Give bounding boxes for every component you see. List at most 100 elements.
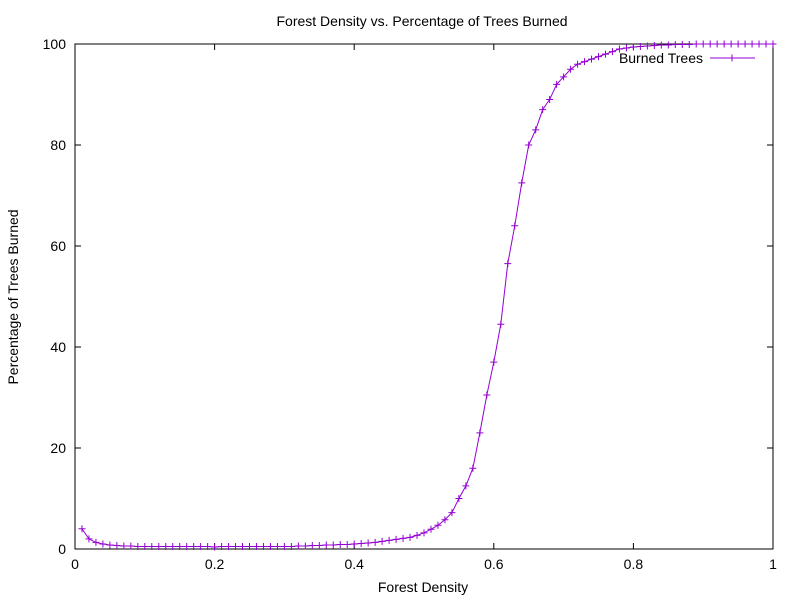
data-point-marker [259, 542, 267, 550]
data-point-marker [532, 126, 540, 134]
data-point-marker [364, 539, 372, 547]
data-point-marker [183, 542, 191, 550]
data-point-marker [357, 539, 365, 547]
data-point-marker [141, 542, 149, 550]
data-point-marker [420, 529, 428, 537]
data-point-marker [169, 542, 177, 550]
data-point-marker [615, 45, 623, 53]
data-point-marker [762, 40, 770, 48]
data-point-marker [629, 43, 637, 51]
data-point-marker [246, 542, 253, 550]
data-point-marker [560, 73, 568, 81]
data-point-marker [378, 537, 386, 545]
y-tick-label: 60 [50, 238, 66, 254]
data-point-marker [636, 43, 644, 51]
data-point-marker [301, 542, 309, 550]
data-point-marker [78, 525, 86, 533]
data-point-marker [225, 542, 233, 550]
legend: Burned Trees [619, 50, 755, 66]
data-point-marker [441, 516, 449, 524]
data-point-marker [406, 533, 414, 541]
chart-title: Forest Density vs. Percentage of Trees B… [276, 13, 567, 29]
x-tick-label: 1 [769, 556, 777, 572]
data-point-marker [685, 41, 693, 49]
data-point-marker [581, 58, 589, 66]
data-point-marker [574, 60, 582, 68]
data-point-marker [734, 40, 742, 48]
data-point-marker [497, 320, 505, 328]
data-point-marker [266, 542, 274, 550]
data-point-marker [155, 542, 163, 550]
data-point-marker [385, 536, 393, 544]
y-tick-label: 40 [50, 339, 66, 355]
data-point-marker [322, 541, 330, 549]
x-tick-label: 0 [71, 556, 79, 572]
data-point-marker [539, 106, 547, 114]
legend-label: Burned Trees [619, 50, 703, 66]
data-point-marker [518, 179, 526, 187]
data-point-marker [336, 540, 344, 548]
data-point-marker [127, 542, 135, 550]
x-tick-label: 0.8 [624, 556, 644, 572]
data-point-marker [504, 260, 512, 268]
data-point-marker [650, 42, 658, 50]
data-point-marker [671, 41, 679, 49]
plot-frame [74, 43, 774, 550]
data-point-marker [699, 40, 707, 48]
x-tick-label: 0.6 [484, 556, 504, 572]
data-point-marker [148, 542, 156, 550]
data-point-marker [741, 40, 749, 48]
x-tick-label: 0.4 [344, 556, 364, 572]
data-point-marker [664, 41, 672, 49]
data-point-marker [232, 542, 240, 550]
data-point-marker [608, 48, 616, 56]
data-point-marker [371, 538, 379, 546]
data-point-marker [190, 542, 198, 550]
data-point-marker [308, 541, 316, 549]
data-point-marker [211, 543, 219, 551]
data-point-marker [567, 65, 575, 73]
data-point-marker [280, 542, 288, 550]
data-point-marker [99, 540, 107, 548]
data-point-marker [239, 542, 247, 550]
data-point-marker [483, 391, 491, 399]
data-point-marker [413, 531, 421, 539]
data-point-marker [622, 44, 630, 52]
data-point-marker [678, 41, 686, 49]
data-point-marker [755, 40, 763, 48]
data-point-marker [204, 542, 212, 550]
data-point-marker [427, 525, 435, 533]
data-point-marker [706, 40, 714, 48]
series-line-burned-trees [81, 43, 773, 548]
data-point-marker [455, 495, 463, 502]
data-point-marker [287, 542, 295, 550]
data-point-marker [134, 542, 142, 550]
data-point-marker [595, 53, 602, 61]
data-point-marker [343, 540, 351, 548]
legend-swatch-marker [728, 54, 736, 62]
data-point-marker [350, 540, 358, 548]
data-point-marker [273, 542, 281, 550]
data-point-marker [294, 542, 302, 550]
data-point-marker [113, 541, 121, 549]
data-point-marker [546, 96, 554, 104]
data-point-marker [657, 41, 665, 49]
data-point-marker [713, 40, 721, 48]
data-point-marker [692, 40, 700, 48]
data-point-marker [469, 464, 477, 472]
data-point-marker [315, 541, 323, 549]
data-point-marker [106, 541, 114, 549]
y-tick-label: 100 [43, 36, 67, 52]
data-point-marker [490, 358, 498, 366]
data-point-marker [218, 542, 226, 550]
data-point-marker [748, 40, 756, 48]
data-point-marker [120, 542, 128, 550]
data-point-marker [769, 40, 777, 48]
y-tick-label: 80 [50, 137, 66, 153]
data-point-marker [252, 542, 260, 550]
x-tick-label: 0.2 [205, 556, 225, 572]
data-point-marker [162, 542, 170, 550]
data-point-marker [434, 521, 442, 529]
data-point-marker [511, 222, 519, 230]
